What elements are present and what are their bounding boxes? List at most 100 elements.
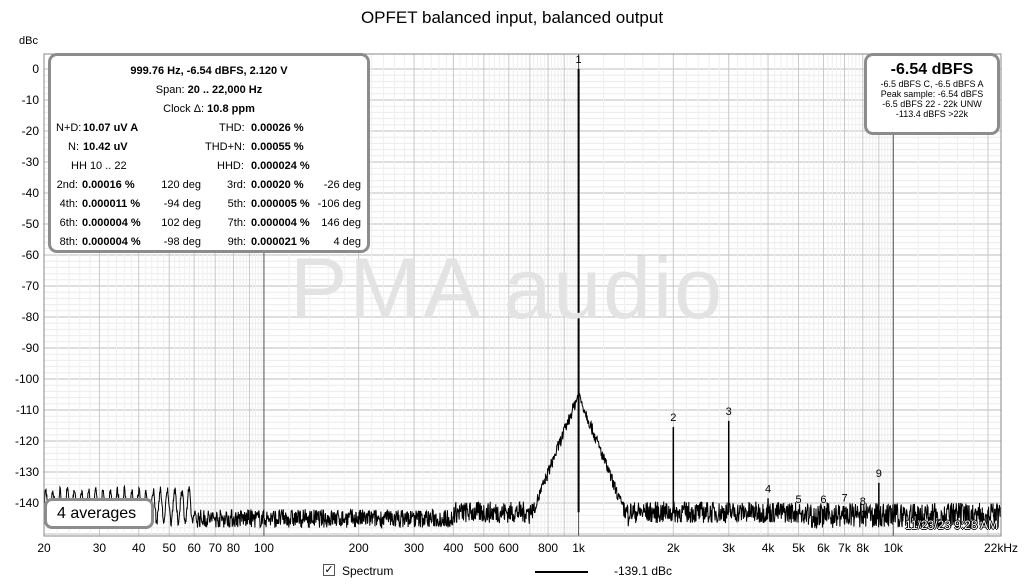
y-tick-label: -110 <box>16 403 39 417</box>
x-tick-label: 8k <box>856 541 870 555</box>
harmonic-label: 9 <box>876 468 882 480</box>
harmonic-cell-l2: 3rd: <box>227 179 246 191</box>
y-tick-label: -130 <box>15 465 39 479</box>
harmonic-row: 6th: 0.000004 % 102 deg 7th: 0.000004 % 146 d… <box>51 215 367 231</box>
nd-row: N+D: 10.07 uV A THD: 0.00026 % <box>56 122 304 134</box>
x-tick-label: 5k <box>792 541 806 555</box>
chart-title: OPFET balanced input, balanced output <box>360 8 664 27</box>
y-tick-label: -30 <box>22 155 40 169</box>
harmonic-label: 8 <box>860 496 866 508</box>
x-tick-label: 50 <box>163 541 177 555</box>
y-tick-label: -60 <box>22 248 40 262</box>
watermark: PMA audio <box>290 241 724 337</box>
harmonic-label: 3 <box>726 406 732 418</box>
spectrum-trace <box>43 69 1002 530</box>
level-line-4: -113.4 dBFS >22k <box>895 109 969 119</box>
x-tick-label: 10k <box>884 541 904 555</box>
hh-row: HH 10 .. 22 HHD: 0.000024 % <box>71 160 310 172</box>
y-tick-label: -70 <box>22 279 40 293</box>
harmonic-label: 7 <box>841 493 847 505</box>
x-tick-label: 200 <box>349 541 369 555</box>
harmonic-row: 8th: 0.000004 % -98 deg 9th: 0.000021 % 4 deg <box>51 234 367 250</box>
x-tick-label: 20 <box>37 541 51 555</box>
averages-badge: 4 averages <box>44 498 154 529</box>
x-tick-label: 500 <box>474 541 494 555</box>
harmonic-row: 4th: 0.000011 % -94 deg 5th: 0.000005 % -106 … <box>51 196 367 212</box>
legend-value: -139.1 dBc <box>614 564 673 578</box>
timestamp: 11/23/23 9:28 AM <box>905 518 999 532</box>
x-tick-label: 2k <box>667 541 681 555</box>
harmonic-cell-l1: 2nd: <box>56 179 78 191</box>
span-row: Span: 20 .. 22,000 Hz <box>155 84 263 96</box>
harmonic-cell-d2: -26 deg <box>323 179 361 191</box>
x-tick-label: 40 <box>132 541 146 555</box>
legend-line-swatch <box>535 571 588 573</box>
y-tick-label: -90 <box>22 341 40 355</box>
harmonic-cell-v1: 0.000004 % <box>82 217 141 229</box>
level-line-3: -6.5 dBFS 22 - 22k UNW <box>882 99 982 109</box>
harmonic-cell-d2: 4 deg <box>333 236 361 248</box>
y-tick-label: -10 <box>22 93 40 107</box>
harmonic-label: 2 <box>670 412 676 424</box>
measurement-panel: 999.76 Hz, -6.54 dBFS, 2.120 V Span: 20 … <box>48 53 370 253</box>
harmonic-cell-l2: 9th: <box>227 236 246 248</box>
y-axis-ticks: 0 -10 -20 -30 -40 -50 -60 -70 -80 -90 -100 -110 -120… <box>15 62 39 510</box>
level-line-2: Peak sample: -6.54 dBFS <box>880 89 984 99</box>
harmonic-cell-l1: 8th: <box>59 236 78 248</box>
x-tick-label: 70 <box>209 541 223 555</box>
harmonic-cell-d2: -106 deg <box>317 198 361 210</box>
harmonic-cell-d1: -98 deg <box>163 236 201 248</box>
harmonic-cell-v2: 0.000005 % <box>251 198 310 210</box>
harmonic-row: 2nd: 0.00016 % 120 deg 3rd: 0.00020 % -26 deg <box>51 177 367 193</box>
harmonic-label: 1 <box>576 54 582 66</box>
harmonic-cell-l1: 4th: <box>59 198 78 210</box>
clock-row: Clock Δ: 10.8 ppm <box>163 103 255 115</box>
y-axis-label: dBc <box>19 35 38 47</box>
harmonic-cell-v2: 0.000004 % <box>251 217 310 229</box>
x-tick-label: 3k <box>722 541 736 555</box>
series-spectrum-noise <box>43 392 1002 530</box>
harmonic-cell-l1: 6th: <box>59 217 78 229</box>
y-tick-label: -140 <box>15 496 39 510</box>
harmonic-cell-d1: 120 deg <box>161 179 201 191</box>
y-tick-label: -120 <box>15 434 39 448</box>
x-tick-label: 400 <box>443 541 463 555</box>
x-tick-label: 1k <box>572 541 586 555</box>
harmonic-cell-d1: 102 deg <box>161 217 201 229</box>
noise-row: N: 10.42 uV THD+N: 0.00055 % <box>68 141 304 153</box>
x-tick-label: 4k <box>762 541 776 555</box>
measurement-header: 999.76 Hz, -6.54 dBFS, 2.120 V <box>130 65 288 77</box>
y-tick-label: -50 <box>22 217 40 231</box>
y-tick-label: -100 <box>15 372 39 386</box>
harmonic-label: 5 <box>795 494 801 506</box>
x-tick-label: 22kHz <box>984 541 1018 555</box>
x-axis-ticks: 20 30 40 50 60 70 80 100 200 300 400 500 600 800 1k 2k 3… <box>37 541 1018 555</box>
harmonic-cell-l2: 7th: <box>227 217 246 229</box>
x-tick-label: 300 <box>404 541 424 555</box>
harmonic-label: 6 <box>820 494 826 506</box>
x-tick-label: 60 <box>187 541 201 555</box>
level-main: -6.54 dBFS <box>890 61 974 78</box>
harmonic-cell-v1: 0.00016 % <box>82 179 135 191</box>
x-tick-label: 80 <box>227 541 241 555</box>
harmonic-labels: 1 2 3 4 5 6 7 8 9 <box>576 54 882 508</box>
plot-border <box>43 53 1002 537</box>
spectrum-checkbox[interactable]: ✓ <box>323 564 335 576</box>
harmonic-cell-v2: 0.00020 % <box>251 179 304 191</box>
harmonic-cell-d2: 146 deg <box>321 217 361 229</box>
y-tick-label: -80 <box>22 310 40 324</box>
legend: ✓ Spectrum -139.1 dBc <box>0 562 1024 582</box>
x-tick-label: 600 <box>499 541 519 555</box>
level-line-1: -6.5 dBFS C, -6.5 dBFS A <box>880 79 984 89</box>
level-panel: -6.54 dBFS -6.5 dBFS C, -6.5 dBFS A Peak… <box>864 53 1000 135</box>
spectrum-plot[interactable]: 20 30 40 50 60 70 80 100 200 300 400 500 600 800 1k 2k 3… <box>0 0 1024 560</box>
legend-label[interactable]: Spectrum <box>342 564 394 578</box>
harmonic-cell-l2: 5th: <box>227 198 246 210</box>
x-tick-label: 6k <box>817 541 831 555</box>
harmonic-cell-v1: 0.000004 % <box>82 236 141 248</box>
x-tick-label: 100 <box>254 541 274 555</box>
x-tick-label: 7k <box>838 541 852 555</box>
y-tick-label: -20 <box>22 124 40 138</box>
x-tick-label: 800 <box>538 541 558 555</box>
harmonic-cell-d1: -94 deg <box>163 198 201 210</box>
